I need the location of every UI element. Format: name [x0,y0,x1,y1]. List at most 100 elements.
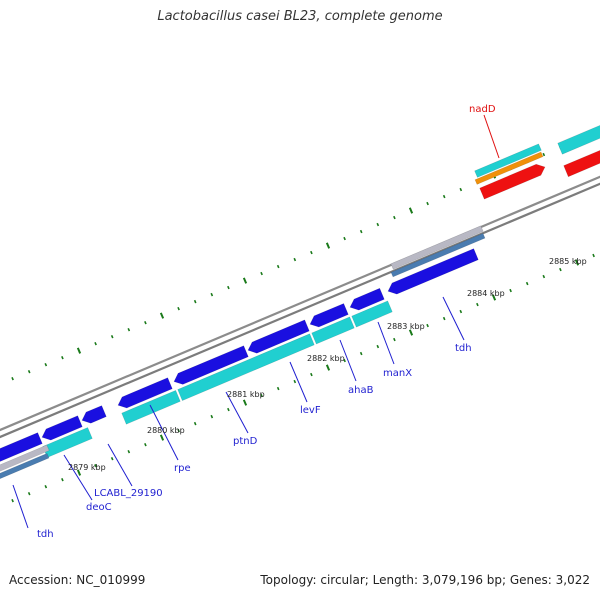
lower-scale-tick [11,498,14,503]
genome-backbone [0,175,600,439]
lower-scale-tick [491,294,497,301]
lower-scale-tick [459,309,463,314]
upper-scale-tick [44,362,48,367]
lower-scale-tick [293,379,297,384]
upper-scale-tick [210,292,214,297]
gene-red-upper-1 [479,163,546,200]
upper-scale-tick [293,257,297,262]
backbone-line-2 [0,182,600,439]
gene-grey-2 [390,225,484,270]
upper-scale-tick [242,277,248,284]
upper-scale-tick [61,355,64,360]
gene-blue-1 [0,432,43,462]
leader-line-rpe [149,404,179,461]
lower-scale-tick [542,274,546,279]
gene-blue-5 [173,345,249,385]
gene-blue-9 [387,248,479,295]
gene-blue-8 [349,287,385,311]
gene-steel-2 [390,233,486,278]
gene-cyan-5 [351,300,393,328]
lower-scale-tick [227,407,230,412]
lower-scale-tick [393,337,396,342]
gene-steel-1 [0,453,50,480]
lower-scale-tick [127,449,131,454]
backbone-line-1 [0,175,600,432]
tick-label-2881-kbp: 2881 kbp [227,390,265,399]
leader-line-nadd [483,114,500,159]
label-leaders [12,114,500,529]
upper-scale-tick [310,250,313,255]
gene-cyan-1 [42,427,93,458]
gene-label-nadd: nadD [469,104,496,115]
leader-line-tdh [442,296,465,341]
lower-scale-tick [44,484,48,489]
lower-scale-tick [260,393,263,398]
lower-scale-tick [476,302,479,307]
upper-scale-tick [442,194,446,199]
lower-scale-tick [177,428,180,433]
upper-scale-tick [127,327,131,332]
gene-blue-3 [81,405,107,424]
upper-scale-tick [542,152,546,157]
gene-features [0,125,600,480]
tick-label-2883-kbp: 2883 kbp [387,322,425,331]
gene-label-ptnd: ptnD [233,436,258,447]
upper-scale-tick [27,369,31,374]
lower-scale-tick [343,358,346,363]
leader-line-ahab [339,339,357,382]
upper-scale-tick [408,207,414,214]
leader-line-deoc [63,454,93,501]
lower-scale-tick [76,469,82,476]
upper-scale-tick [159,312,165,319]
lower-scale-tick [61,477,64,482]
genome-map-canvas: 2879 kbp 2880 kbp 2881 kbp 2882 kbp 2883 kbp… [0,104,600,540]
lower-scale-tick [242,399,248,406]
gene-label-deoc: deoC [86,502,112,513]
accession-text: Accession: NC_010999 [9,573,146,587]
upper-scale-tick [459,187,463,192]
lower-scale-tick [94,463,97,468]
lower-scale-tick [509,288,512,293]
leader-line-levf [289,361,308,403]
upper-scale-tick [393,215,396,220]
gene-blue-4 [117,377,173,409]
lower-scale-tick [144,442,147,447]
scale-tick-labels: 2879 kbp 2880 kbp 2881 kbp 2882 kbp 2883 kbp… [68,257,587,472]
leader-line-ptnd [225,391,249,434]
tick-label-2879-kbp: 2879 kbp [68,463,106,472]
upper-scale-tick [177,306,180,311]
leader-line-lcabl_29190 [107,443,133,487]
topology-text: Topology: circular; Length: 3,079,196 bp… [260,573,590,587]
gene-label-tdh: tdh [37,529,54,540]
gene-blue-6 [247,319,310,354]
lower-scale-tick [110,456,114,461]
upper-scale-tick [426,201,429,206]
upper-scale-tick [11,376,14,381]
lower-scale-tick [442,316,446,321]
lower-scale-tick [359,351,363,356]
scale-ticks [11,131,595,503]
lower-scale-tick [210,414,214,419]
lower-scale-tick [193,421,197,426]
tick-label-2880-kbp: 2880 kbp [147,426,185,435]
lower-scale-tick [574,259,580,266]
leader-line-tdh [12,484,29,529]
gene-label-ahab: ahaB [348,385,374,396]
gene-label-tdh: tdh [455,343,472,354]
tick-label-2885-kbp: 2885 kbp [549,257,587,266]
lower-scale-tick [408,329,414,336]
lower-scale-tick [159,434,165,441]
tick-label-2882-kbp: 2882 kbp [307,354,345,363]
upper-scale-tick [193,299,197,304]
gene-red-upper-2 [563,150,600,178]
lower-scale-tick [592,253,595,258]
lower-scale-tick [376,344,380,349]
gene-label-lcabl-29190: LCABL_29190 [94,488,163,499]
gene-cyan-upper-2 [557,125,600,155]
upper-scale-tick [94,341,97,346]
upper-scale-tick [343,236,346,241]
gene-cyan-3 [177,333,315,401]
tick-label-2884-kbp: 2884 kbp [467,289,505,298]
lower-scale-tick [525,281,529,286]
upper-scale-tick [359,229,363,234]
